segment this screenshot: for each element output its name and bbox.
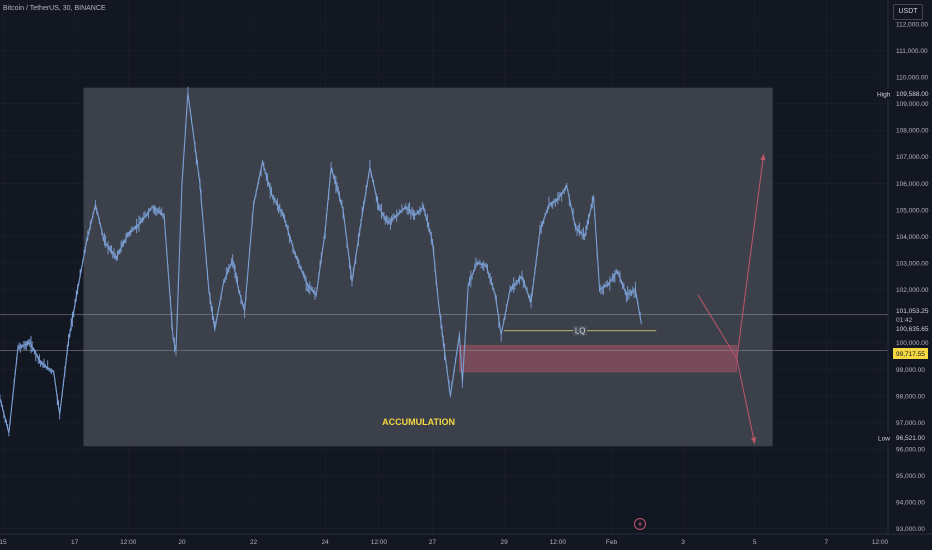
- bar-countdown: 01:42: [896, 317, 913, 324]
- price-line: [0, 92, 642, 434]
- x-tick-label: 12:00: [872, 539, 889, 546]
- y-tick-label: 110,000.00: [896, 75, 928, 82]
- y-tick-label: 102,000.00: [896, 287, 929, 294]
- x-tick-label: 15: [0, 539, 7, 546]
- y-tick-label: 100,000.00: [896, 340, 929, 347]
- lightning-icon[interactable]: [634, 518, 646, 530]
- demand-level-marker: 99,717.55: [893, 348, 928, 359]
- x-tick-label: Feb: [606, 539, 618, 546]
- y-tick-label: 105,000.00: [896, 207, 929, 214]
- x-tick-label: 3: [681, 539, 685, 546]
- x-tick-label: 29: [501, 539, 509, 546]
- y-tick-label: 112,000.00: [896, 21, 928, 28]
- low-tag: Low: [878, 436, 890, 443]
- low-value: 96,521.00: [896, 435, 925, 442]
- high-value: 109,588.00: [896, 91, 929, 98]
- demand-zone[interactable]: [459, 345, 738, 373]
- projection-up-arrow[interactable]: [736, 154, 765, 359]
- y-tick-label: 94,000.00: [896, 500, 925, 507]
- y-tick-label: 103,000.00: [896, 261, 929, 268]
- x-tick-label: 24: [322, 539, 330, 546]
- y-tick-label: 106,000.00: [896, 181, 929, 188]
- x-tick-label: 12:00: [371, 539, 388, 546]
- x-tick-label: 12:00: [550, 539, 567, 546]
- x-tick-label: 17: [71, 539, 79, 546]
- y-tick-label: 104,000.00: [896, 234, 929, 241]
- high-tag: High: [877, 92, 891, 99]
- accumulation-label: ACCUMULATION: [382, 417, 455, 427]
- lq-label: LQ: [575, 326, 586, 335]
- y-tick-label: 108,000.00: [896, 128, 929, 135]
- low-marker: Low 96,521.00: [876, 432, 932, 443]
- y-tick-label: 95,000.00: [896, 473, 925, 480]
- x-tick-label: 22: [250, 539, 258, 546]
- demand-level-value: 99,717.55: [896, 351, 925, 358]
- x-tick-label: 7: [824, 539, 828, 546]
- arrow-up-head: [760, 154, 766, 161]
- y-tick-label: 96,000.00: [896, 446, 925, 453]
- y-tick-label: 107,000.00: [896, 154, 929, 161]
- x-tick-label: 20: [178, 539, 186, 546]
- accumulation-zone[interactable]: [83, 87, 773, 447]
- time-axis[interactable]: 15 17 12:00 20 22 24 12:00 27 29 12:00 Feb 3 5 7 12:00: [0, 539, 889, 546]
- y-tick-label: 98,000.00: [896, 393, 925, 400]
- symbol-title[interactable]: Bitcoin / TetherUS, 30, BINANCE: [3, 5, 106, 12]
- y-tick-label: 109,000.00: [896, 101, 929, 108]
- last-price-value: 101,053.25: [896, 308, 929, 315]
- currency-button[interactable]: USDT: [893, 4, 923, 20]
- x-tick-label: 12:00: [120, 539, 137, 546]
- lq-label-bg: [573, 325, 588, 336]
- y-tick-label: 99,000.00: [896, 367, 925, 374]
- y-tick-label: 93,000.00: [896, 526, 925, 533]
- arrow-down-head: [750, 437, 756, 444]
- x-tick-label: 27: [429, 539, 437, 546]
- y-tick-label: 97,000.00: [896, 420, 925, 427]
- x-tick-label: 5: [753, 539, 757, 546]
- y-tick-label: 111,000.00: [896, 48, 928, 55]
- last-close-value: 100,635.65: [896, 326, 929, 333]
- high-marker: High 109,588.00: [874, 88, 932, 99]
- candle-series: [0, 86, 642, 437]
- last-price-marker: 101,053.25 01:42 100,635.65: [893, 305, 932, 334]
